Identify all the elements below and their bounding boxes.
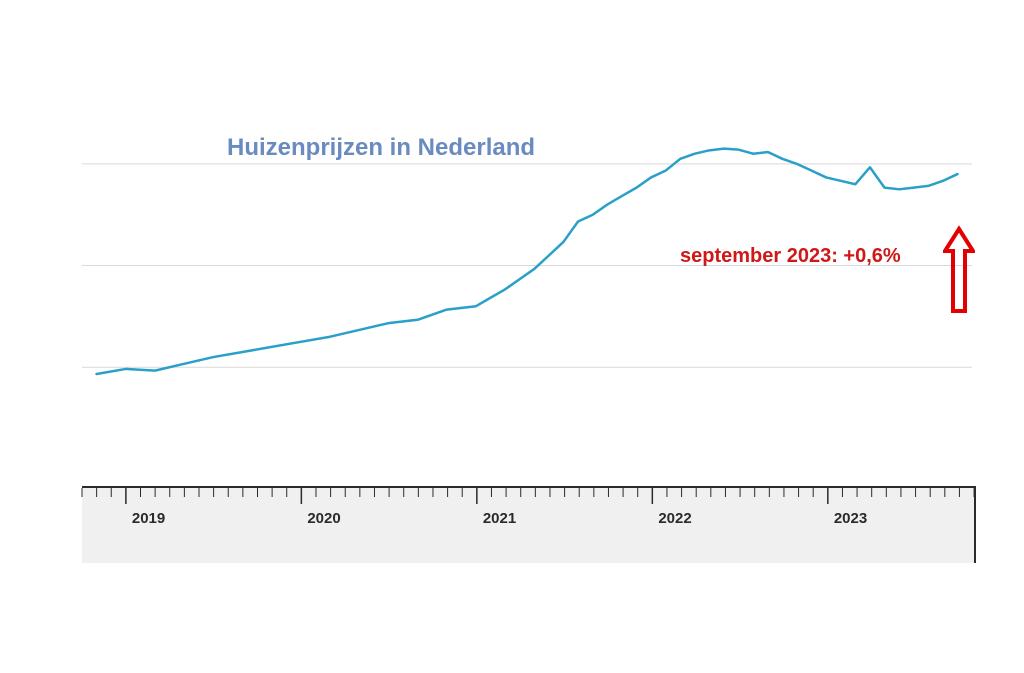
x-axis-label: 2019 — [132, 510, 165, 527]
x-axis-label: 2023 — [834, 510, 867, 527]
annotation-label: september 2023: +0,6% — [680, 245, 901, 268]
up-arrow-icon — [943, 225, 975, 315]
chart-container: Huizenprijzen in Nederland september 202… — [0, 0, 1024, 673]
x-axis: 2019 2020 2021 2022 2023 — [82, 486, 976, 563]
plot-area — [82, 130, 972, 435]
x-axis-label: 2020 — [307, 510, 340, 527]
x-axis-label: 2021 — [483, 510, 516, 527]
x-axis-label: 2022 — [658, 510, 691, 527]
plot-svg — [82, 130, 972, 435]
